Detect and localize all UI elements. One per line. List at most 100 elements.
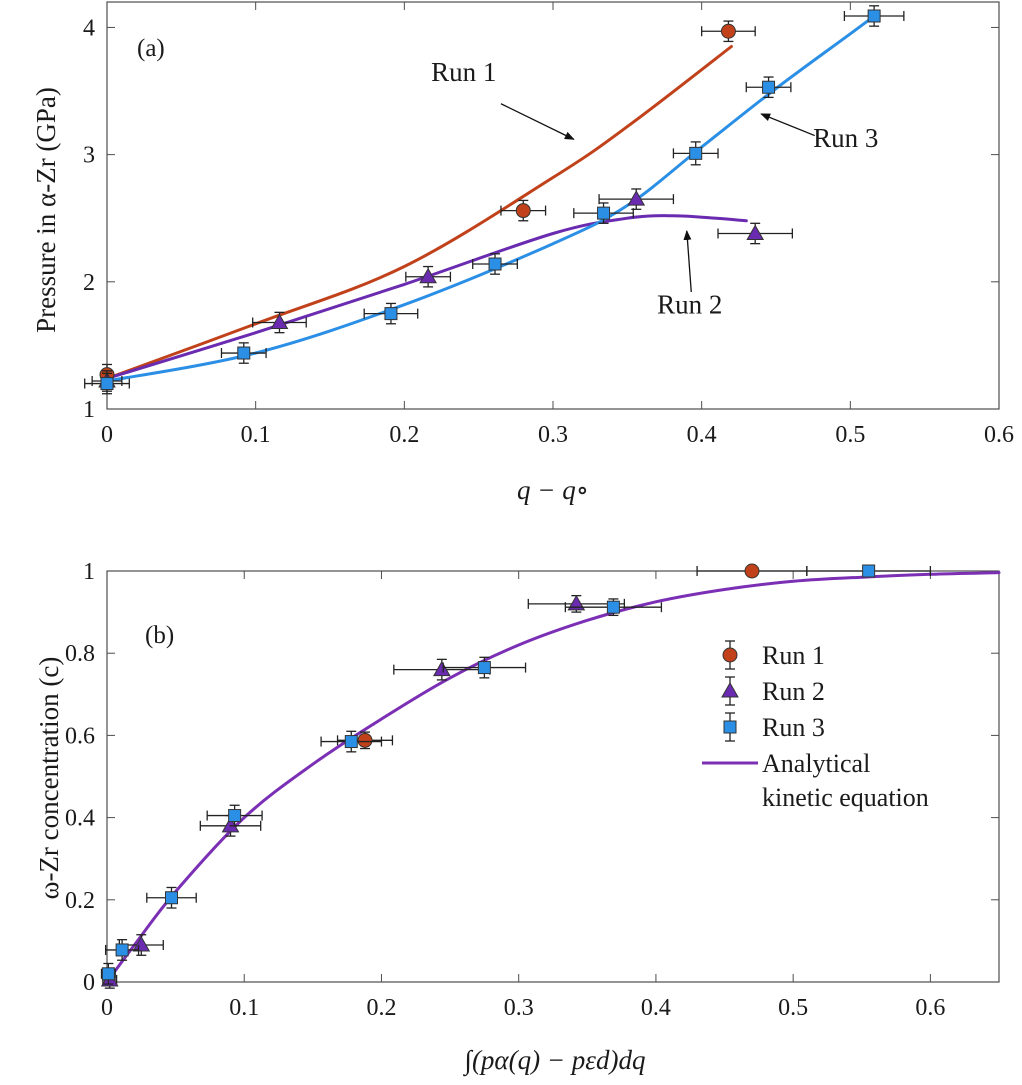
data-point bbox=[573, 202, 634, 224]
legend-item: Run 1 bbox=[722, 640, 825, 670]
data-point bbox=[843, 5, 905, 27]
marker-triangle bbox=[270, 313, 289, 330]
panel-label-a: (a) bbox=[137, 35, 165, 62]
data-point bbox=[100, 962, 116, 985]
marker-square bbox=[867, 9, 881, 23]
y-tick-label: 0.6 bbox=[65, 723, 95, 749]
y-tick-label: 3 bbox=[83, 143, 95, 169]
x-tick-label: 0.6 bbox=[915, 995, 945, 1021]
y-axis-label-b: ω-Zr concentration (c) bbox=[34, 657, 64, 900]
marker-triangle bbox=[746, 224, 765, 240]
data-point bbox=[104, 939, 140, 961]
series-curve bbox=[105, 214, 748, 380]
data-point bbox=[672, 141, 719, 166]
y-tick-label: 0 bbox=[83, 970, 95, 996]
data-point bbox=[220, 342, 267, 364]
data-point bbox=[405, 265, 452, 288]
data-point bbox=[252, 311, 307, 334]
y-tick-label: 1 bbox=[83, 397, 95, 423]
annotation-label: Run 1 bbox=[431, 57, 496, 87]
x-tick-label: 0.2 bbox=[389, 422, 419, 448]
x-tick-label: 0.3 bbox=[538, 422, 568, 448]
x-tick-label: 0.5 bbox=[835, 422, 865, 448]
legend-label: Run 2 bbox=[762, 677, 825, 706]
plot-frame-b bbox=[106, 570, 1000, 983]
data-point bbox=[701, 20, 756, 43]
series-curve bbox=[105, 15, 875, 383]
marker-square bbox=[606, 600, 620, 614]
annotation-arrow bbox=[760, 113, 815, 137]
y-tick-label: 4 bbox=[83, 15, 95, 41]
data-point bbox=[320, 730, 383, 753]
points-a bbox=[84, 5, 905, 395]
marker-square bbox=[101, 967, 115, 981]
curves-b bbox=[105, 571, 1001, 984]
data-point bbox=[745, 76, 792, 99]
marker-square bbox=[488, 257, 502, 271]
y-tick-label: 0.4 bbox=[65, 806, 95, 832]
marker-triangle bbox=[567, 594, 586, 611]
marker-triangle bbox=[627, 190, 646, 206]
x-tick-label: 0.3 bbox=[504, 995, 534, 1021]
x-axis-label-b: ∫(pα(q) − pεd)dq bbox=[463, 1045, 646, 1077]
marker-square bbox=[164, 891, 178, 905]
marker-square bbox=[862, 564, 876, 578]
legend-label: Run 1 bbox=[762, 641, 825, 670]
annotation-label: Run 2 bbox=[657, 290, 722, 320]
y-tick-label: 0.8 bbox=[65, 641, 95, 667]
marker-square bbox=[228, 809, 242, 823]
legend-marker bbox=[722, 647, 738, 663]
panel-b: (b) ω-Zr concentration (c) ∫(pα(q) − pεd… bbox=[34, 559, 1001, 1077]
data-point bbox=[717, 222, 794, 245]
points-b bbox=[100, 563, 932, 989]
marker-square bbox=[237, 346, 251, 360]
data-point bbox=[442, 656, 527, 679]
data-point bbox=[146, 886, 197, 909]
data-point bbox=[363, 302, 419, 325]
legend-b: Run 1 Run 2 Run 3 Analytical kinetic equatio… bbox=[702, 640, 929, 812]
marker-square bbox=[384, 307, 398, 321]
panel-a: (a) Pressure in α-Zr (GPa) q − q∘ 0 0.1 0.… bbox=[31, 1, 1014, 505]
x-tick-label: 0 bbox=[101, 995, 113, 1021]
marker-triangle bbox=[419, 267, 437, 284]
data-point bbox=[564, 598, 663, 617]
legend-marker bbox=[721, 681, 739, 698]
legend-item: Run 2 bbox=[721, 676, 825, 706]
marker-triangle bbox=[132, 936, 151, 952]
data-point bbox=[206, 804, 263, 827]
x-tick-label: 0.4 bbox=[641, 995, 671, 1021]
x-tick-label: 0.1 bbox=[241, 422, 271, 448]
x-axis-label-a: q − q∘ bbox=[517, 475, 589, 505]
data-point bbox=[598, 188, 675, 210]
marker-square bbox=[689, 146, 703, 160]
marker-square bbox=[762, 80, 776, 94]
marker-circle bbox=[720, 23, 736, 39]
y-tick-label: 0.2 bbox=[65, 888, 95, 914]
marker-square bbox=[597, 206, 611, 220]
panel-label-b: (b) bbox=[145, 622, 174, 649]
legend-item: Analytical kinetic equation bbox=[702, 749, 929, 812]
data-point bbox=[84, 372, 130, 395]
legend-label: kinetic equation bbox=[762, 783, 929, 812]
x-tick-label: 0.5 bbox=[778, 995, 808, 1021]
annotation-arrow bbox=[683, 229, 692, 293]
annotations-a: Run 1 Run 2 Run 3 bbox=[431, 57, 878, 320]
legend-marker bbox=[723, 720, 737, 734]
legend-item: Run 3 bbox=[723, 712, 825, 742]
x-tick-label: 0.2 bbox=[366, 995, 396, 1021]
x-tick-label: 0.1 bbox=[229, 995, 259, 1021]
marker-triangle bbox=[432, 660, 451, 677]
data-point bbox=[696, 563, 808, 579]
legend-label: Run 3 bbox=[762, 713, 825, 742]
marker-circle bbox=[744, 563, 760, 579]
series-curve bbox=[105, 45, 733, 380]
marker-circle bbox=[357, 732, 373, 748]
marker-square bbox=[477, 661, 491, 675]
data-point bbox=[393, 658, 491, 681]
marker-circle bbox=[515, 203, 531, 219]
x-tick-label: 0.6 bbox=[984, 422, 1014, 448]
y-tick-label: 2 bbox=[83, 270, 95, 296]
y-tick-label: 1 bbox=[83, 559, 95, 585]
series-curve bbox=[105, 571, 1001, 984]
